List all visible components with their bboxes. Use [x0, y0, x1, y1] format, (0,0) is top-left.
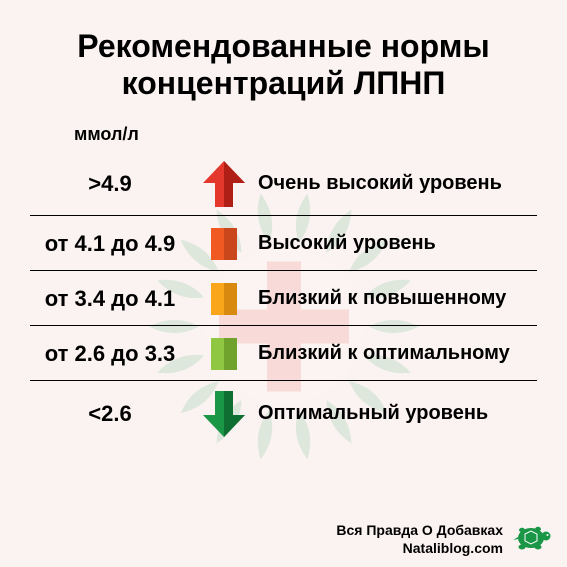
page-title: Рекомендованные нормы концентраций ЛПНП: [30, 28, 537, 102]
level-label: Близкий к оптимальному: [258, 342, 537, 365]
arrow-up-icon: [200, 159, 248, 209]
level-label: Близкий к повышенному: [258, 287, 537, 310]
range-value: от 4.1 до 4.9: [30, 231, 190, 257]
infographic: Рекомендованные нормы концентраций ЛПНП …: [0, 0, 567, 567]
level-label: Очень высокий уровень: [258, 172, 537, 195]
unit-label: ммол/л: [74, 124, 537, 145]
range-value: <2.6: [30, 401, 190, 427]
footer-line2: Nataliblog.com: [336, 540, 503, 558]
turtle-icon: [511, 522, 553, 557]
range-value: от 2.6 до 3.3: [30, 341, 190, 367]
level-label: Оптимальный уровень: [258, 402, 537, 425]
footer: Вся Правда О Добавках Nataliblog.com: [336, 522, 553, 557]
footer-line1: Вся Правда О Добавках: [336, 522, 503, 540]
level-row: >4.9 Очень высокий уровень: [30, 151, 537, 215]
level-rows: >4.9 Очень высокий уровеньот 4.1 до 4.9 …: [30, 151, 537, 445]
level-row: <2.6 Оптимальный уровень: [30, 380, 537, 445]
level-label: Высокий уровень: [258, 232, 537, 255]
level-square-icon: [200, 334, 248, 374]
level-row: от 4.1 до 4.9 Высокий уровень: [30, 215, 537, 270]
level-square-icon: [200, 279, 248, 319]
level-row: от 2.6 до 3.3 Близкий к оптимальному: [30, 325, 537, 380]
level-row: от 3.4 до 4.1 Близкий к повышенному: [30, 270, 537, 325]
level-square-icon: [200, 224, 248, 264]
arrow-down-icon: [200, 389, 248, 439]
range-value: >4.9: [30, 171, 190, 197]
range-value: от 3.4 до 4.1: [30, 286, 190, 312]
